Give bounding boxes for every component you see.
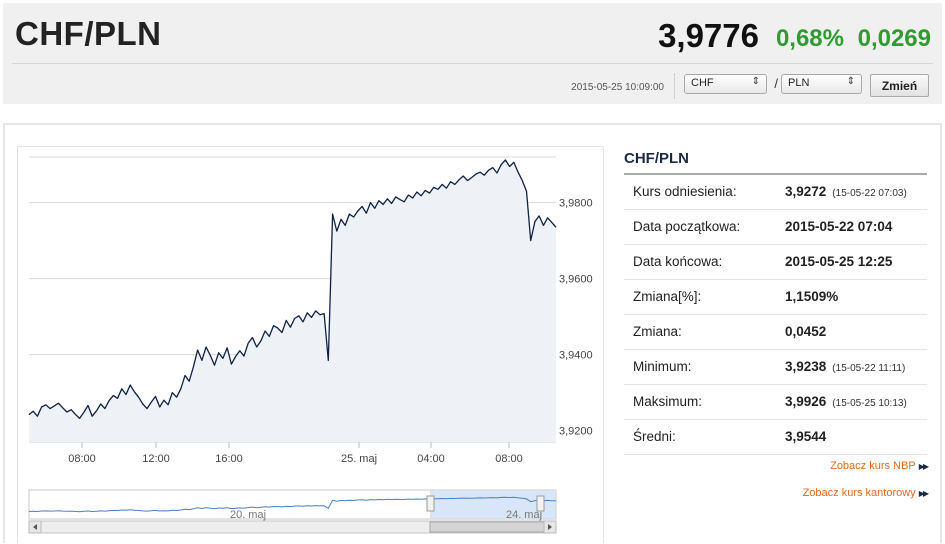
stats-value-text: 3,9926 bbox=[785, 394, 827, 409]
currency-controls: 2015-05-25 10:09:00 CHF ⇕ / PLN ⇕ Zmień bbox=[3, 73, 942, 99]
scrollbar-thumb[interactable] bbox=[429, 521, 545, 533]
stats-label: Data początkowa: bbox=[633, 219, 741, 234]
stats-label: Kurs odniesienia: bbox=[633, 184, 737, 199]
stats-value-text: 3,9544 bbox=[785, 429, 827, 444]
stats-value: 1,1509% bbox=[785, 289, 838, 304]
x-tick-label: 12:00 bbox=[142, 453, 170, 465]
stats-row: Data końcowa: 2015-05-25 12:25 bbox=[624, 245, 927, 280]
navigator-line bbox=[28, 496, 557, 513]
y-tick-label: 3,9800 bbox=[559, 198, 593, 210]
stats-value: 3,9272 (15-05-22 07:03) bbox=[785, 184, 907, 199]
series-area bbox=[29, 160, 556, 442]
stats-label: Data końcowa: bbox=[633, 254, 723, 269]
stats-value-text: 3,9238 bbox=[785, 359, 827, 374]
stats-extra: (15-05-22 11:11) bbox=[832, 363, 906, 374]
double-arrow-icon: ▶▶ bbox=[918, 462, 929, 471]
stats-value: 2015-05-25 12:25 bbox=[785, 254, 892, 269]
navigator-label: 24. maj bbox=[506, 509, 542, 521]
quote-header: CHF/PLN 3,9776 0,68% 0,0269 2015-05-25 1… bbox=[3, 3, 942, 104]
quote-timestamp: 2015-05-25 10:09:00 bbox=[571, 82, 664, 93]
stats-extra: (15-05-22 07:03) bbox=[832, 188, 907, 199]
stats-value: 3,9238 (15-05-22 11:11) bbox=[785, 359, 905, 374]
left-arrow-icon bbox=[33, 524, 37, 530]
navigator-selection bbox=[430, 490, 556, 519]
content-panel bbox=[3, 123, 942, 543]
stats-row: Średni: 3,9544 bbox=[624, 420, 927, 455]
select-arrows-icon: ⇕ bbox=[751, 76, 760, 87]
stats-extra: (15-05-25 10:13) bbox=[832, 398, 907, 409]
stats-label: Średni: bbox=[633, 429, 676, 444]
stats-value-text: 2015-05-22 07:04 bbox=[785, 219, 893, 234]
stats-panel: CHF/PLN Kurs odniesienia: 3,9272 (15-05-22… bbox=[624, 146, 927, 455]
stats-label: Minimum: bbox=[633, 359, 692, 374]
stats-value-text: 0,0452 bbox=[785, 324, 827, 339]
stats-row: Kurs odniesienia: 3,9272 (15-05-22 07:03) bbox=[624, 175, 927, 210]
from-currency-value: CHF bbox=[691, 77, 714, 89]
price-chart[interactable]: 3,9800 3,9600 3,9400 3,9200 08:00 12:00 16:00 2… bbox=[18, 147, 605, 544]
x-tick-label: 08:00 bbox=[495, 453, 523, 465]
pair-title: CHF/PLN bbox=[15, 15, 162, 52]
select-arrows-icon: ⇕ bbox=[846, 76, 855, 87]
stats-label: Zmiana[%]: bbox=[633, 289, 702, 304]
change-absolute: 0,0269 bbox=[857, 25, 931, 52]
stats-value: 2015-05-22 07:04 bbox=[785, 219, 892, 234]
change-percent: 0,68% bbox=[775, 25, 844, 52]
stats-value-text: 1,1509% bbox=[785, 289, 839, 304]
double-arrow-icon: ▶▶ bbox=[918, 489, 929, 498]
y-tick-label: 3,9200 bbox=[559, 426, 593, 438]
x-tick-label: 04:00 bbox=[417, 453, 445, 465]
stats-title: CHF/PLN bbox=[624, 146, 927, 175]
navigator-label: 20. maj bbox=[230, 509, 266, 521]
x-tick-label: 16:00 bbox=[215, 453, 243, 465]
kantor-link-text: Zobacz kurs kantorowy bbox=[802, 487, 916, 499]
control-separator bbox=[674, 73, 675, 99]
y-tick-label: 3,9400 bbox=[559, 350, 593, 362]
x-tick-label: 25. maj bbox=[341, 453, 377, 465]
x-tick-label: 08:00 bbox=[68, 453, 96, 465]
right-arrow-icon bbox=[548, 524, 552, 530]
chart-container: 3,9800 3,9600 3,9400 3,9200 08:00 12:00 16:00 2… bbox=[17, 146, 604, 543]
stats-row: Minimum: 3,9238 (15-05-22 11:11) bbox=[624, 350, 927, 385]
currency-slash: / bbox=[774, 76, 778, 91]
nbp-rate-link[interactable]: Zobacz kurs NBP ▶▶ bbox=[830, 460, 929, 472]
stats-label: Maksimum: bbox=[633, 394, 703, 409]
stats-value-text: 2015-05-25 12:25 bbox=[785, 254, 893, 269]
to-currency-select[interactable]: PLN ⇕ bbox=[781, 74, 862, 94]
stats-value: 0,0452 bbox=[785, 324, 826, 339]
stats-value: 3,9544 bbox=[785, 429, 826, 444]
kantor-rate-link[interactable]: Zobacz kurs kantorowy ▶▶ bbox=[802, 487, 930, 499]
y-tick-label: 3,9600 bbox=[559, 274, 593, 286]
series-line bbox=[28, 159, 557, 420]
current-price: 3,9776 bbox=[658, 17, 759, 54]
stats-value: 3,9926 (15-05-25 10:13) bbox=[785, 394, 907, 409]
nbp-link-text: Zobacz kurs NBP bbox=[830, 460, 916, 472]
header-divider bbox=[12, 63, 933, 64]
stats-row: Data początkowa: 2015-05-22 07:04 bbox=[624, 210, 927, 245]
stats-label: Zmiana: bbox=[633, 324, 682, 339]
navigator-handle[interactable] bbox=[536, 495, 545, 512]
stats-row: Maksimum: 3,9926 (15-05-25 10:13) bbox=[624, 385, 927, 420]
stats-row: Zmiana[%]: 1,1509% bbox=[624, 280, 927, 315]
from-currency-select[interactable]: CHF ⇕ bbox=[684, 74, 767, 94]
navigator-handle[interactable] bbox=[426, 495, 435, 512]
stats-value-text: 3,9272 bbox=[785, 184, 827, 199]
stats-row: Zmiana: 0,0452 bbox=[624, 315, 927, 350]
to-currency-value: PLN bbox=[788, 77, 810, 89]
change-button[interactable]: Zmień bbox=[870, 74, 929, 97]
